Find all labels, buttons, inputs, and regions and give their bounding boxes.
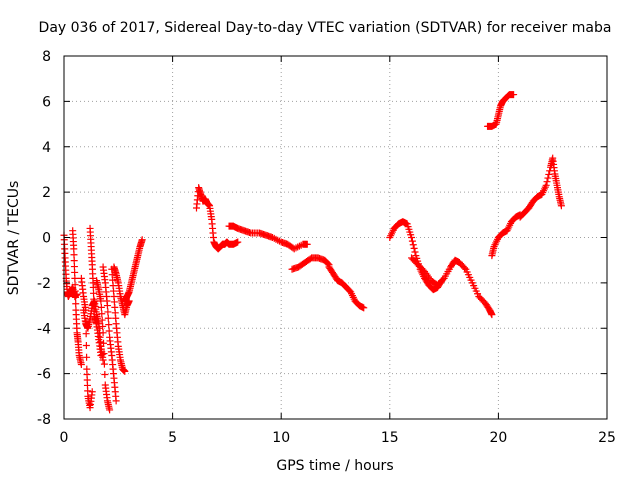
series-segment-12 bbox=[225, 222, 311, 253]
data-point bbox=[411, 248, 419, 256]
data-point bbox=[71, 281, 79, 289]
data-point bbox=[72, 293, 80, 301]
plot-frame bbox=[63, 55, 608, 420]
data-point bbox=[234, 238, 242, 246]
y-tick-label: -2 bbox=[37, 276, 51, 292]
data-point bbox=[324, 260, 332, 268]
data-point bbox=[97, 297, 105, 305]
data-point bbox=[105, 327, 113, 335]
series-segment-17 bbox=[455, 258, 496, 319]
data-point bbox=[88, 388, 96, 396]
data-point bbox=[82, 330, 90, 338]
data-point bbox=[82, 341, 90, 349]
data-point bbox=[71, 274, 79, 282]
x-axis-label: GPS time / hours bbox=[276, 458, 393, 474]
y-tick-label: -8 bbox=[37, 412, 51, 428]
data-point bbox=[544, 174, 552, 182]
grid-lines bbox=[64, 56, 607, 419]
series-segment-16 bbox=[408, 254, 463, 289]
series-segment-14 bbox=[325, 263, 368, 312]
data-point bbox=[100, 339, 108, 347]
y-tick-label: 0 bbox=[42, 231, 51, 247]
data-point bbox=[543, 178, 551, 186]
series-segment-6 bbox=[93, 277, 114, 414]
data-point bbox=[71, 268, 79, 276]
data-point bbox=[121, 367, 129, 375]
data-points bbox=[60, 91, 565, 414]
data-point bbox=[90, 289, 98, 297]
data-point bbox=[510, 91, 518, 99]
axis-ticks bbox=[63, 55, 608, 420]
data-point bbox=[104, 314, 112, 322]
y-tick-label: 2 bbox=[42, 185, 51, 201]
data-point bbox=[71, 287, 79, 295]
data-point bbox=[408, 234, 416, 241]
data-point bbox=[100, 350, 108, 358]
data-point bbox=[98, 316, 106, 324]
x-tick-label: 10 bbox=[272, 430, 290, 446]
series-segment-20 bbox=[484, 91, 518, 130]
data-point bbox=[488, 311, 496, 319]
data-point bbox=[99, 356, 107, 364]
data-point bbox=[103, 302, 111, 310]
data-point bbox=[98, 310, 106, 318]
data-point bbox=[99, 322, 107, 330]
data-point bbox=[97, 303, 105, 311]
data-point bbox=[70, 251, 78, 259]
y-tick-label: 6 bbox=[42, 94, 51, 110]
data-point bbox=[409, 241, 417, 249]
data-point bbox=[138, 236, 146, 244]
y-tick-labels: -8 -6 -4 -2 0 2 4 6 8 bbox=[37, 49, 51, 428]
data-point bbox=[101, 371, 109, 379]
x-tick-label: 5 bbox=[168, 430, 177, 446]
data-point bbox=[461, 264, 469, 272]
data-point bbox=[72, 300, 80, 308]
x-tick-label: 25 bbox=[598, 430, 616, 446]
data-point bbox=[104, 308, 112, 316]
series-segment-8 bbox=[108, 265, 129, 375]
series-segment-7 bbox=[99, 263, 120, 405]
y-axis-label: SDTVAR / TECUs bbox=[6, 181, 22, 296]
data-point bbox=[112, 397, 120, 405]
x-tick-label: 15 bbox=[381, 430, 399, 446]
series-segment-3 bbox=[77, 274, 96, 412]
data-point bbox=[83, 353, 91, 361]
series-segment-13 bbox=[288, 254, 333, 273]
series-segment-11 bbox=[192, 184, 242, 253]
x-tick-label: 0 bbox=[60, 430, 69, 446]
data-point bbox=[70, 245, 78, 253]
x-tick-label: 20 bbox=[489, 430, 507, 446]
data-point bbox=[70, 263, 78, 271]
data-point bbox=[542, 181, 550, 189]
series-segment-19 bbox=[516, 154, 565, 221]
x-tick-labels: 0 5 10 15 20 25 bbox=[60, 430, 616, 446]
data-point bbox=[408, 237, 416, 245]
series-segment-2 bbox=[69, 227, 85, 369]
y-tick-label: 8 bbox=[42, 49, 51, 65]
data-point bbox=[105, 321, 113, 329]
y-tick-label: 4 bbox=[42, 140, 51, 156]
y-tick-label: -4 bbox=[37, 321, 51, 337]
data-point bbox=[99, 329, 107, 337]
data-point bbox=[77, 361, 85, 369]
data-point bbox=[100, 360, 108, 368]
data-point bbox=[303, 240, 311, 248]
data-point bbox=[70, 257, 78, 265]
chart-title: Day 036 of 2017, Sidereal Day-to-day VTE… bbox=[39, 20, 612, 36]
data-point bbox=[410, 244, 418, 252]
data-point bbox=[439, 276, 447, 284]
series-segment-10 bbox=[121, 236, 146, 305]
data-point bbox=[545, 170, 553, 178]
data-point bbox=[360, 304, 368, 312]
data-point bbox=[557, 202, 565, 210]
y-tick-label: -6 bbox=[37, 367, 51, 383]
data-point bbox=[106, 406, 114, 414]
series-segment-18 bbox=[488, 211, 524, 260]
